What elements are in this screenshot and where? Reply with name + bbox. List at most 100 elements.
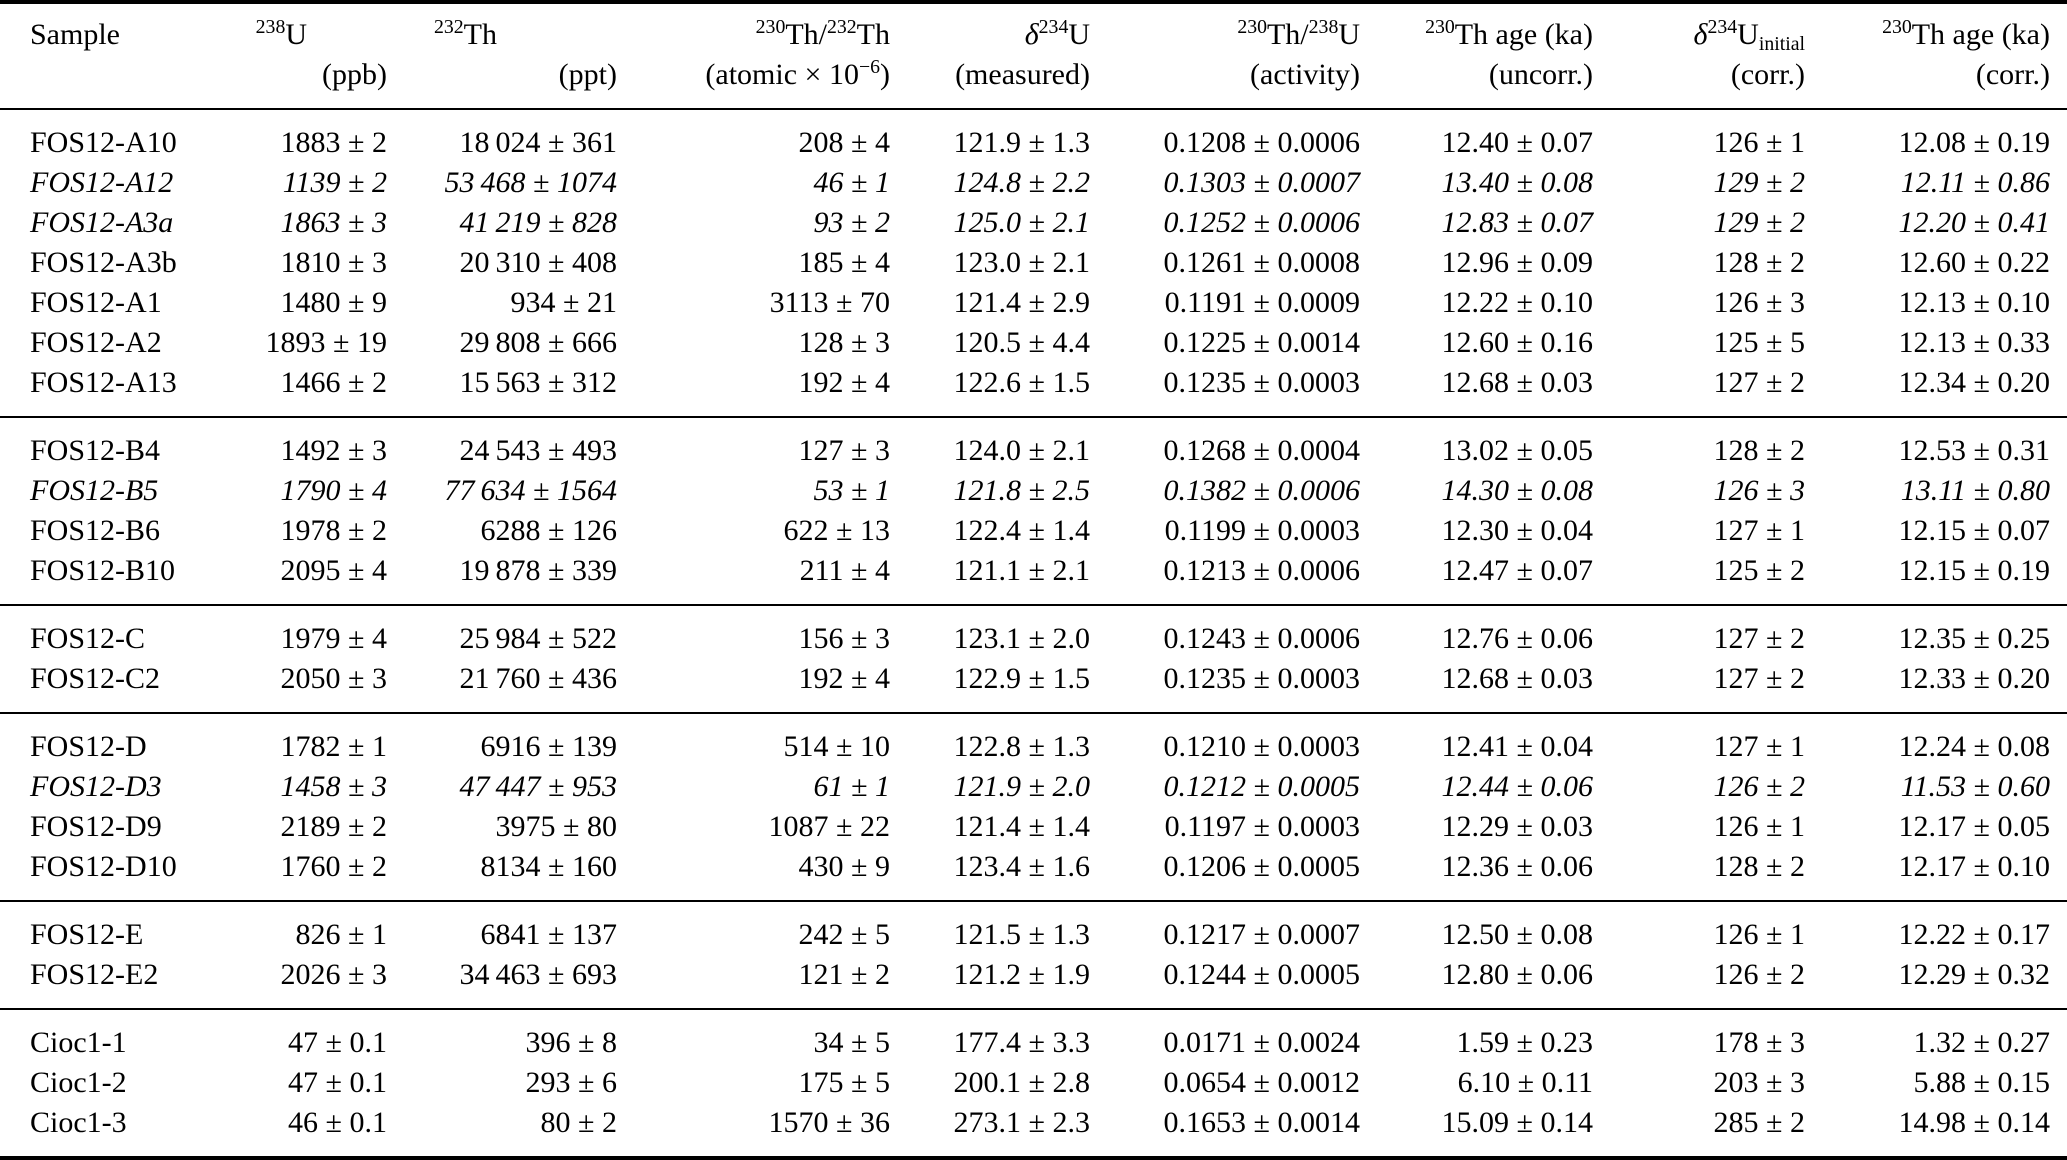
cell-th230-u238: 0.1243 ± 0.0006	[1163, 622, 1360, 655]
cell-th230-age-corr: 12.11 ± 0.86	[1900, 166, 2050, 199]
label-text: (activity)	[1250, 58, 1360, 91]
table-row: Cioc1-1 47 ± 0.1 396 ± 8 34 ± 5 177.4 ± 3.3 0…	[0, 1009, 2067, 1063]
cell-d234u-initial: 127 ± 1	[1713, 514, 1805, 547]
cell-u238: 1810 ± 3	[280, 246, 387, 279]
sample-name: FOS12-C2	[30, 662, 161, 695]
cell-d234u-initial: 126 ± 1	[1713, 810, 1805, 843]
cell-th232: 25 984 ± 522	[459, 622, 617, 655]
cell-th230-age-corr: 12.53 ± 0.31	[1898, 434, 2050, 467]
cell-d234u-measured: 121.8 ± 2.5	[953, 474, 1090, 507]
cell-d234u-measured: 200.1 ± 2.8	[953, 1066, 1090, 1099]
cell-th230-u238: 0.1235 ± 0.0003	[1163, 662, 1360, 695]
cell-u238: 1760 ± 2	[280, 850, 387, 883]
cell-th230-th232: 128 ± 3	[798, 326, 890, 359]
cell-d234u-initial: 126 ± 2	[1713, 958, 1805, 991]
cell-d234u-measured: 121.9 ± 1.3	[953, 126, 1090, 159]
sample-name: FOS12-B5	[30, 474, 159, 507]
cell-th230-age-corr: 14.98 ± 0.14	[1898, 1106, 2050, 1139]
cell-th230-age-corr: 12.20 ± 0.41	[1898, 206, 2050, 239]
label-text: (measured)	[955, 58, 1090, 91]
cell-th230-th232: 208 ± 4	[798, 126, 890, 159]
cell-th230-th232: 192 ± 4	[798, 662, 890, 695]
cell-th230-age-corr: 12.22 ± 0.17	[1898, 918, 2050, 951]
isotope-superscript: 230	[1237, 16, 1267, 39]
label-text: Th/	[1266, 18, 1309, 51]
sample-group-D: FOS12-D 1782 ± 1 6916 ± 139 514 ± 10 122.8 ±…	[0, 713, 2067, 901]
cell-th230-u238: 0.1225 ± 0.0014	[1163, 326, 1360, 359]
cell-th232: 3975 ± 80	[495, 810, 617, 843]
cell-d234u-measured: 121.2 ± 1.9	[953, 958, 1090, 991]
isotope-superscript: 238	[255, 16, 286, 39]
cell-th232: 6288 ± 126	[480, 514, 617, 547]
cell-u238: 47 ± 0.1	[288, 1066, 387, 1099]
cell-th230-u238: 0.1212 ± 0.0005	[1163, 770, 1360, 803]
cell-u238: 1480 ± 9	[280, 286, 387, 319]
cell-th230-th232: 430 ± 9	[798, 850, 890, 883]
table-row: FOS12-D9 2189 ± 2 3975 ± 80 1087 ± 22 121.4 …	[0, 807, 2067, 847]
table-row: FOS12-A1 1480 ± 9 934 ± 21 3113 ± 70 121.4 ±…	[0, 283, 2067, 323]
col-unit-th230-age-uncorr: (uncorr.)	[1360, 55, 1593, 109]
label-text: (uncorr.)	[1488, 58, 1593, 91]
cell-th230-age-uncorr: 1.59 ± 0.23	[1456, 1026, 1593, 1059]
cell-th230-age-corr: 12.13 ± 0.33	[1898, 326, 2050, 359]
cell-th230-age-corr: 12.15 ± 0.07	[1898, 514, 2050, 547]
cell-d234u-initial: 128 ± 2	[1713, 246, 1805, 279]
cell-th230-age-corr: 5.88 ± 0.15	[1913, 1066, 2050, 1099]
cell-th230-th232: 1570 ± 36	[768, 1106, 890, 1139]
cell-th230-age-uncorr: 12.41 ± 0.04	[1441, 730, 1593, 763]
isotope-superscript: 230	[1882, 16, 1912, 39]
sample-name: FOS12-A1	[30, 286, 162, 319]
label-text: (ppt)	[558, 58, 617, 91]
table-row: FOS12-A12 1139 ± 2 53 468 ± 1074 46 ± 1 124.…	[0, 163, 2067, 203]
cell-th230-age-corr: 1.32 ± 0.27	[1913, 1026, 2050, 1059]
cell-th230-u238: 0.1653 ± 0.0014	[1163, 1106, 1360, 1139]
table-row: FOS12-A10 1883 ± 2 18 024 ± 361 208 ± 4 121.…	[0, 109, 2067, 163]
sample-name: Cioc1-3	[30, 1106, 127, 1139]
col-unit-u238: (ppb)	[200, 55, 387, 109]
cell-d234u-measured: 122.6 ± 1.5	[953, 366, 1090, 399]
col-unit-th230-th232: (atomic × 10−6)	[617, 55, 890, 109]
cell-d234u-initial: 126 ± 1	[1713, 126, 1805, 159]
cell-th230-age-corr: 12.13 ± 0.10	[1898, 286, 2050, 319]
cell-th230-u238: 0.1252 ± 0.0006	[1163, 206, 1360, 239]
cell-th230-u238: 0.1210 ± 0.0003	[1163, 730, 1360, 763]
sample-group-C: FOS12-C 1979 ± 4 25 984 ± 522 156 ± 3 123.1 …	[0, 605, 2067, 713]
sample-name: FOS12-A2	[30, 326, 162, 359]
sample-group-E: FOS12-E 826 ± 1 6841 ± 137 242 ± 5 121.5 ± 1…	[0, 901, 2067, 1009]
cell-d234u-initial: 126 ± 3	[1713, 474, 1805, 507]
cell-th230-th232: 121 ± 2	[798, 958, 890, 991]
sample-name: FOS12-B6	[30, 514, 161, 547]
col-unit-sample	[0, 55, 200, 109]
col-header-th230-age-uncorr: 230Th age (ka)	[1360, 2, 1593, 55]
cell-u238: 1790 ± 4	[280, 474, 387, 507]
cell-th230-th232: 46 ± 1	[813, 166, 890, 199]
cell-d234u-initial: 127 ± 2	[1713, 662, 1805, 695]
cell-d234u-initial: 126 ± 3	[1713, 286, 1805, 319]
label-subscript: initial	[1758, 32, 1805, 55]
label-text: U	[1737, 18, 1759, 51]
col-unit-d234u-measured: (measured)	[890, 55, 1090, 109]
cell-th232: 34 463 ± 693	[459, 958, 617, 991]
cell-th230-u238: 0.1217 ± 0.0007	[1163, 918, 1360, 951]
cell-th230-age-uncorr: 12.60 ± 0.16	[1441, 326, 1593, 359]
cell-th232: 29 808 ± 666	[459, 326, 617, 359]
cell-th230-age-uncorr: 12.40 ± 0.07	[1441, 126, 1593, 159]
table-row: FOS12-A3b 1810 ± 3 20 310 ± 408 185 ± 4 123.…	[0, 243, 2067, 283]
col-unit-th230-u238: (activity)	[1090, 55, 1360, 109]
cell-th230-age-corr: 12.60 ± 0.22	[1898, 246, 2050, 279]
label-text: (atomic × 10	[705, 58, 859, 91]
cell-u238: 1458 ± 3	[280, 770, 387, 803]
cell-th230-age-corr: 12.17 ± 0.10	[1898, 850, 2050, 883]
cell-u238: 1466 ± 2	[280, 366, 387, 399]
cell-th230-th232: 211 ± 4	[799, 554, 890, 587]
cell-d234u-initial: 129 ± 2	[1713, 166, 1805, 199]
label-text: U	[1338, 18, 1360, 51]
sample-name: FOS12-D10	[30, 850, 177, 883]
cell-th230-u238: 0.0171 ± 0.0024	[1163, 1026, 1360, 1059]
cell-d234u-measured: 121.9 ± 2.0	[953, 770, 1090, 803]
cell-th230-u238: 0.1197 ± 0.0003	[1164, 810, 1360, 843]
table-row: FOS12-B10 2095 ± 4 19 878 ± 339 211 ± 4 121.…	[0, 551, 2067, 605]
col-header-th230-age-corr: 230Th age (ka)	[1805, 2, 2067, 55]
cell-d234u-measured: 121.5 ± 1.3	[953, 918, 1090, 951]
